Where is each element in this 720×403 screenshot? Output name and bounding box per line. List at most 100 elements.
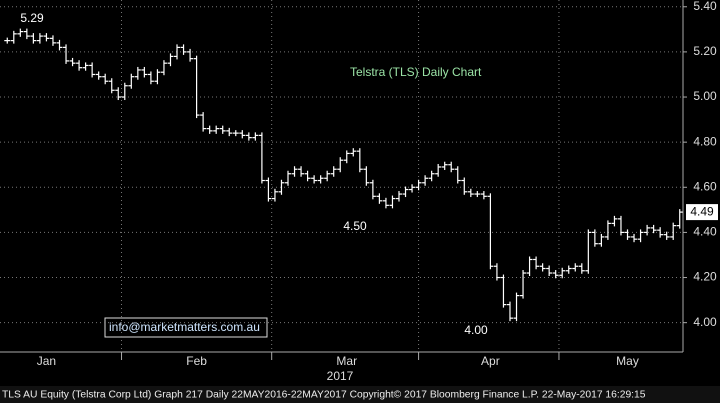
- price-bar: [121, 82, 128, 101]
- price-bar: [278, 179, 285, 195]
- price-bar: [585, 229, 592, 274]
- price-bar: [298, 166, 305, 177]
- price-bar: [520, 270, 527, 299]
- price-bar: [631, 233, 638, 243]
- price-bar: [539, 263, 546, 272]
- price-bar: [637, 229, 644, 243]
- price-bar: [624, 229, 631, 240]
- price-bar: [670, 222, 677, 240]
- price-bar: [474, 191, 481, 198]
- price-bar: [4, 37, 11, 44]
- price-bar: [330, 166, 337, 177]
- price-bar: [49, 35, 56, 46]
- price-bar: [245, 132, 252, 141]
- y-tick-label: 5.40: [693, 0, 717, 13]
- price-bar: [134, 66, 141, 80]
- price-bar: [409, 184, 416, 193]
- price-bar: [500, 274, 507, 308]
- price-bar: [337, 157, 344, 173]
- price-bar: [213, 125, 220, 134]
- price-bar: [382, 197, 389, 209]
- price-bar: [448, 161, 455, 173]
- price-bar: [206, 125, 213, 134]
- price-bar: [454, 166, 461, 184]
- x-tick-label: Apr: [481, 354, 500, 368]
- price-bar: [200, 112, 207, 132]
- price-bar: [304, 170, 311, 182]
- price-bar: [604, 220, 611, 240]
- price-bar: [559, 267, 566, 279]
- price-bar: [311, 175, 318, 184]
- y-tick-label: 4.60: [693, 179, 717, 193]
- price-bar: [369, 179, 376, 200]
- chart-title: Telstra (TLS) Daily Chart: [350, 65, 482, 79]
- x-tick-label: Jan: [37, 354, 56, 368]
- price-bar: [226, 127, 233, 137]
- price-bar: [467, 188, 474, 198]
- price-bar: [30, 33, 37, 44]
- price-bar: [617, 215, 624, 236]
- price-bar: [480, 191, 487, 200]
- price-bar: [82, 62, 89, 71]
- price-bar: [578, 263, 585, 274]
- price-bar: [141, 66, 148, 78]
- price-bar: [506, 301, 513, 322]
- price-bar: [115, 87, 122, 101]
- price-bar: [180, 44, 187, 55]
- price-bar: [193, 55, 200, 119]
- price-bar: [36, 33, 43, 44]
- price-bar: [435, 163, 442, 177]
- price-bar: [650, 224, 657, 234]
- price-bar: [154, 69, 161, 85]
- price-bar: [611, 215, 618, 227]
- price-bar: [526, 256, 533, 277]
- price-bar: [265, 177, 272, 202]
- price-bar: [644, 224, 651, 236]
- contact: info@marketmatters.com.au: [109, 320, 260, 334]
- y-tick-label: 5.00: [693, 89, 717, 103]
- price-bar: [598, 233, 605, 247]
- x-tick-label: May: [616, 354, 639, 368]
- price-bar: [285, 170, 292, 186]
- price-bar: [102, 73, 109, 85]
- y-tick-label: 4.40: [693, 225, 717, 239]
- annotation: 4.50: [343, 219, 367, 233]
- price-bar: [376, 193, 383, 204]
- annotation: 4.00: [464, 323, 488, 337]
- price-bar: [546, 265, 553, 277]
- price-bar: [291, 166, 298, 177]
- price-bar: [10, 30, 17, 44]
- price-bar: [317, 175, 324, 184]
- price-bar: [69, 57, 76, 67]
- price-bar: [187, 48, 194, 62]
- price-bar: [56, 39, 63, 51]
- contact-box: [104, 317, 268, 338]
- price-bar: [422, 175, 429, 186]
- price-bar: [174, 44, 181, 60]
- x-tick-label: Feb: [186, 354, 207, 368]
- price-bar: [160, 60, 167, 76]
- price-bar: [513, 292, 520, 322]
- price-bar: [95, 71, 102, 80]
- year-label: 2017: [327, 369, 354, 383]
- price-bar: [252, 132, 259, 141]
- y-tick-label: 4.80: [693, 134, 717, 148]
- footer: TLS AU Equity (Telstra Corp Ltd) Graph 2…: [2, 390, 646, 401]
- price-bar: [533, 256, 540, 270]
- y-tick-label: 4.20: [693, 270, 717, 284]
- price-bar: [395, 191, 402, 202]
- price-bar: [565, 265, 572, 274]
- y-tick-label: 5.20: [693, 44, 717, 58]
- price-bar: [657, 227, 664, 238]
- price-bar: [167, 53, 174, 67]
- price-bar: [63, 44, 70, 64]
- price-bar: [343, 150, 350, 164]
- price-bar: [271, 188, 278, 202]
- price-bar: [89, 62, 96, 78]
- price-bar: [219, 125, 226, 134]
- price-bar: [356, 148, 363, 173]
- price-bar: [76, 60, 83, 71]
